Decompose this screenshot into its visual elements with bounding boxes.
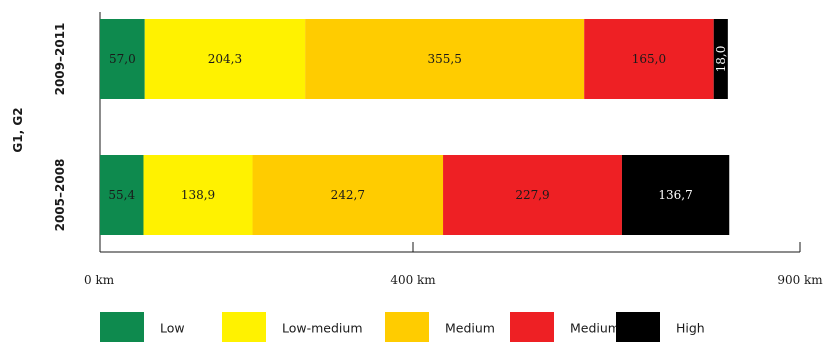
category-label: 2009–2011: [53, 23, 67, 96]
bar-segment-high: [713, 19, 728, 99]
legend-swatch: [222, 312, 266, 342]
legend-label: High: [676, 321, 705, 336]
bar-segment-high: [621, 155, 730, 235]
legend-swatch: [510, 312, 554, 342]
legend-swatch: [100, 312, 144, 342]
legend-label: Low: [160, 321, 185, 336]
legend-swatch: [616, 312, 660, 342]
legend: Low Low-medium Medium Medium-high High: [100, 312, 705, 342]
bar-segment-low-medium: [143, 155, 253, 235]
axes: 0 km 400 km 900 km: [84, 12, 823, 287]
bar-value-label: 136,7: [658, 188, 692, 202]
bar-value-label: 138,9: [181, 188, 215, 202]
bar-value-label: 242,7: [331, 188, 365, 202]
legend-label: Low-medium: [282, 321, 363, 336]
bar-segment-medium: [252, 155, 444, 235]
bar-value-label: 204,3: [208, 52, 242, 66]
bar-value-label: 355,5: [427, 52, 461, 66]
x-tick-label: 400 km: [390, 273, 436, 287]
y-group-label: G1, G2: [11, 107, 25, 152]
bar-value-label: 55,4: [108, 188, 135, 202]
bar-segment-medium: [305, 19, 585, 99]
legend-label: Medium: [445, 321, 495, 336]
x-tick-label: 900 km: [777, 273, 823, 287]
bar-segment-low: [100, 155, 144, 235]
legend-swatch: [385, 312, 429, 342]
category-labels: 2009–2011 2005–2008: [53, 23, 67, 232]
category-label: 2005–2008: [53, 159, 67, 232]
bars: 57,0 204,3 355,5 165,0 18,0 55,4 138,9 242,7 227…: [100, 19, 730, 235]
x-tick-label: 0 km: [84, 273, 115, 287]
bar-segment-low-medium: [144, 19, 306, 99]
bar-value-label: 227,9: [515, 188, 549, 202]
bar-segment-medium-high: [443, 155, 622, 235]
bar-value-label: 57,0: [109, 52, 136, 66]
bar-value-label: 165,0: [632, 52, 666, 66]
bar-value-label: 18,0: [714, 46, 728, 73]
bar-segment-medium-high: [584, 19, 714, 99]
bar-segment-low: [100, 19, 145, 99]
